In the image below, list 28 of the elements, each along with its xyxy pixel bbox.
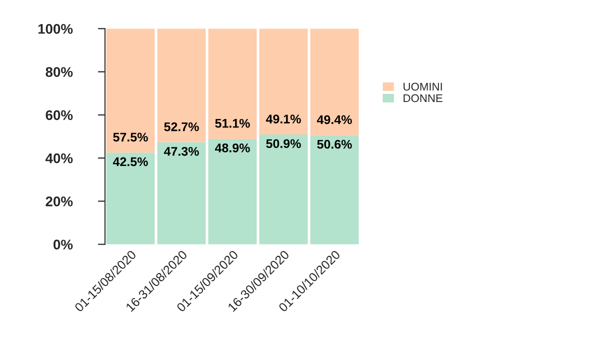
bar (157, 142, 206, 244)
y-tick-label: 40% (45, 153, 73, 164)
data-label: 50.6% (317, 140, 352, 149)
bar (310, 135, 359, 244)
data-label: 49.1% (266, 114, 301, 124)
bar (208, 28, 257, 139)
bar (310, 28, 359, 136)
y-tick-label: 20% (46, 196, 73, 206)
data-label: 57.5% (113, 132, 148, 142)
data-label: 52.7% (164, 122, 199, 132)
bar (259, 28, 308, 135)
bar (259, 134, 308, 244)
y-tick-label: 60% (46, 110, 73, 120)
legend-label: DONNE (404, 94, 442, 102)
bar (106, 152, 155, 244)
data-label: 48.9% (214, 144, 250, 152)
data-label: 42.5% (112, 157, 148, 166)
legend-label: UOMINI (404, 82, 442, 91)
y-tick-label: 80% (46, 67, 73, 77)
y-tick-label: 0% (54, 240, 73, 250)
data-label: 49.4% (316, 115, 352, 124)
data-label: 51.1% (215, 118, 250, 128)
bar (208, 138, 257, 244)
bar (157, 28, 206, 142)
y-tick-label: 100% (38, 24, 73, 34)
bar (106, 28, 155, 153)
data-label: 50.9% (266, 139, 301, 148)
data-label: 47.3% (164, 146, 199, 156)
